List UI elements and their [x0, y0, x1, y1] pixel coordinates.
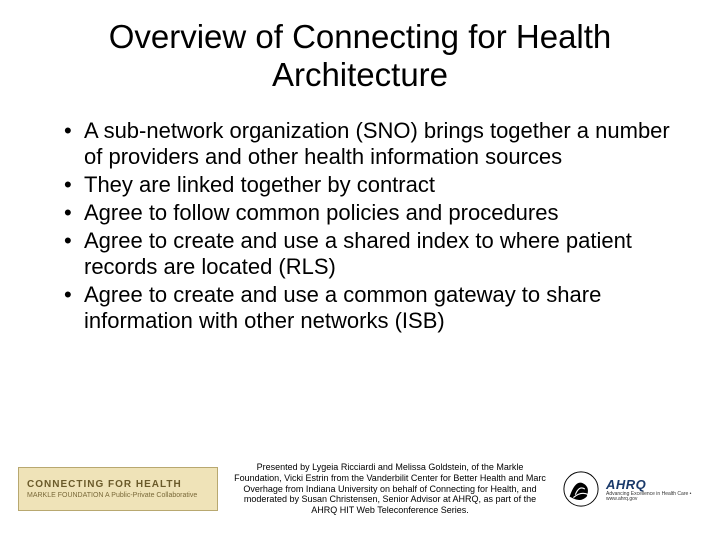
hhs-seal-icon [562, 470, 600, 508]
ahrq-subtext: Advancing Excellence in Health Care • ww… [606, 492, 702, 502]
logo-left-line1: CONNECTING FOR HEALTH [27, 479, 209, 490]
list-item: Agree to create and use a shared index t… [64, 228, 684, 280]
list-item: Agree to create and use a common gateway… [64, 282, 684, 334]
connecting-for-health-logo: CONNECTING FOR HEALTH MARKLE FOUNDATION … [18, 467, 218, 511]
logo-left-line2: MARKLE FOUNDATION A Public-Private Colla… [27, 492, 209, 499]
list-item: They are linked together by contract [64, 172, 684, 198]
list-item: Agree to follow common policies and proc… [64, 200, 684, 226]
presenter-credit: Presented by Lygeia Ricciardi and Meliss… [218, 462, 562, 516]
ahrq-text: AHRQ Advancing Excellence in Health Care… [606, 477, 702, 502]
footer: CONNECTING FOR HEALTH MARKLE FOUNDATION … [0, 454, 720, 524]
list-item: A sub-network organization (SNO) brings … [64, 118, 684, 170]
bullet-list: A sub-network organization (SNO) brings … [36, 118, 684, 334]
ahrq-label: AHRQ [606, 477, 702, 492]
slide: Overview of Connecting for Health Archit… [0, 0, 720, 540]
slide-title: Overview of Connecting for Health Archit… [36, 18, 684, 94]
ahrq-logo-block: AHRQ Advancing Excellence in Health Care… [562, 467, 702, 511]
